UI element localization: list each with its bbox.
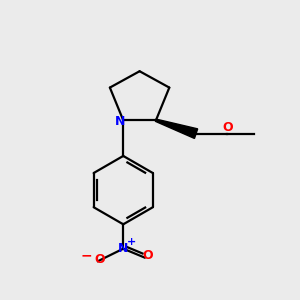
Text: −: − (81, 249, 92, 263)
Polygon shape (156, 119, 198, 138)
Text: N: N (115, 115, 125, 128)
Text: O: O (222, 121, 232, 134)
Text: +: + (127, 237, 136, 247)
Text: O: O (142, 249, 153, 262)
Text: N: N (118, 242, 128, 255)
Text: O: O (94, 253, 105, 266)
